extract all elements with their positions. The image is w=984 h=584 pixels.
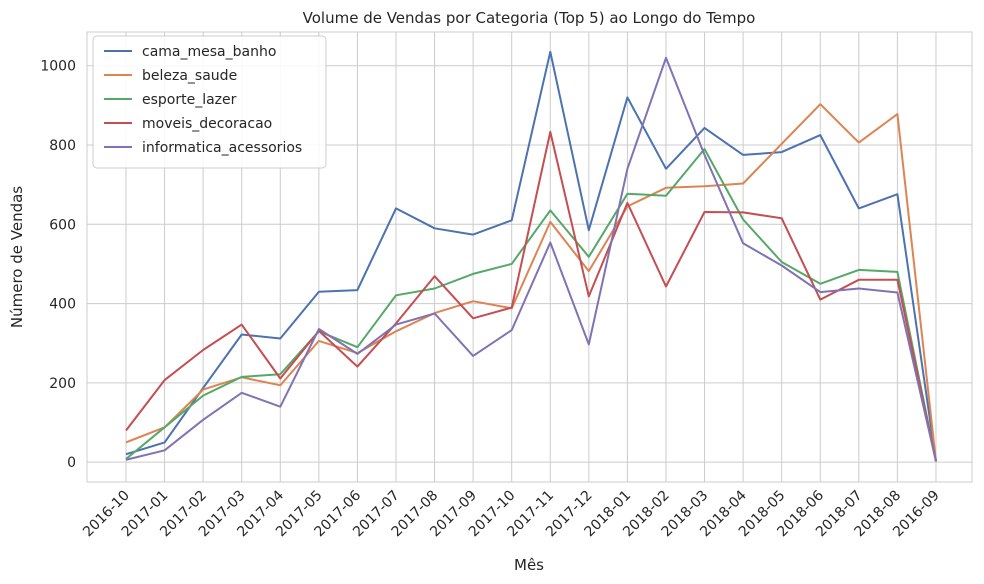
y-tick-label: 200 bbox=[49, 376, 76, 392]
y-tick-label: 1000 bbox=[40, 59, 76, 75]
series-line-informatica-acessorios bbox=[125, 56, 937, 462]
legend-entry: beleza_saude bbox=[142, 68, 237, 84]
x-axis-label: Mês bbox=[514, 556, 544, 574]
series-line-esporte-lazer bbox=[125, 148, 937, 462]
series-line-cama-mesa-banho bbox=[125, 50, 937, 462]
x-tick-labels: 2016-102017-012017-022017-032017-042017-… bbox=[80, 487, 943, 540]
legend-entry: esporte_lazer bbox=[142, 92, 237, 108]
series-line-beleza-saude bbox=[125, 103, 937, 462]
y-tick-label: 0 bbox=[67, 455, 76, 471]
y-tick-label: 800 bbox=[49, 138, 76, 154]
legend-entry: moveis_decoracao bbox=[142, 116, 272, 132]
legend-entry: cama_mesa_banho bbox=[142, 44, 276, 60]
y-axis-label: Número de Vendas bbox=[8, 186, 26, 328]
y-tick-labels: 0 200 400 600 800 1000 bbox=[40, 59, 76, 471]
legend-box bbox=[92, 35, 327, 169]
legend: cama_mesa_banho beleza_saude esporte_lazer… bbox=[92, 35, 327, 169]
y-tick-label: 400 bbox=[49, 297, 76, 313]
legend-entry: informatica_acessorios bbox=[142, 140, 302, 156]
series-line-moveis-decoracao bbox=[125, 130, 937, 462]
y-tick-label: 600 bbox=[49, 217, 76, 233]
chart-title: Volume de Vendas por Categoria (Top 5) a… bbox=[303, 9, 756, 27]
series-lines bbox=[125, 50, 937, 462]
